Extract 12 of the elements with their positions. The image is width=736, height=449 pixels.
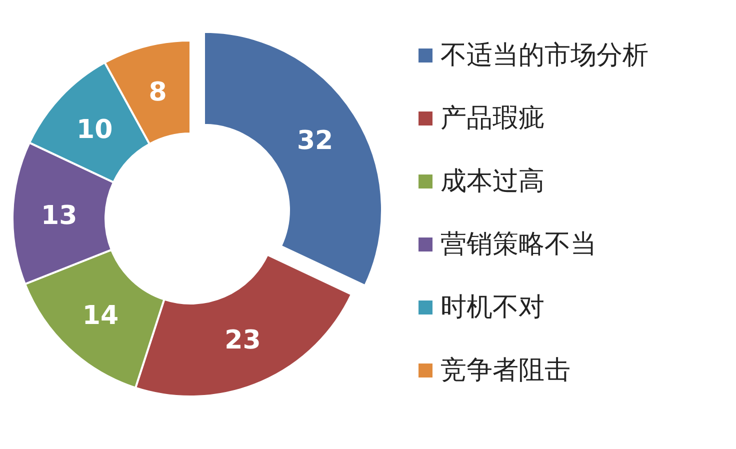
data-label: 23 (224, 326, 261, 356)
legend-label: 营销策略不当 (440, 230, 596, 260)
legend-label: 时机不对 (440, 292, 544, 322)
legend-label: 不适当的市场分析 (440, 40, 648, 70)
data-label: 13 (40, 200, 78, 231)
legend-label: 竞争者阻击 (440, 356, 570, 386)
data-label: 14 (82, 300, 119, 331)
legend-label: 成本过高 (440, 166, 544, 196)
data-label: 32 (296, 126, 334, 156)
legend-label: 产品瑕疵 (440, 104, 544, 134)
data-label: 10 (76, 114, 113, 145)
data-label: 8 (148, 78, 167, 108)
